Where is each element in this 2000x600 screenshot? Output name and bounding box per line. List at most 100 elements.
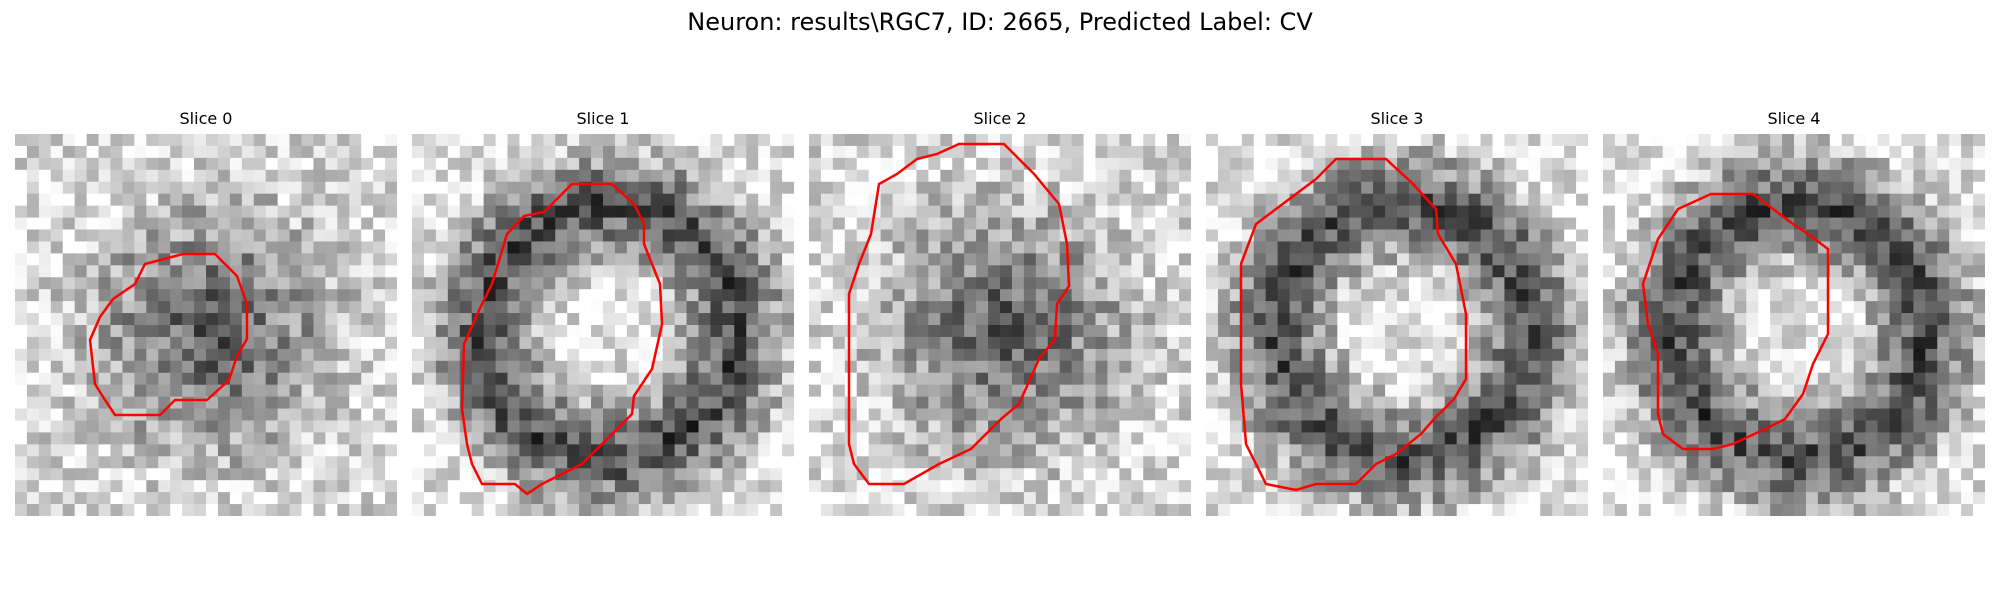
image-pixel [349,348,362,362]
image-pixel [1397,360,1410,374]
image-pixel [1155,432,1168,445]
image-pixel [1686,241,1700,254]
image-pixel [507,277,521,290]
image-pixel [1349,181,1362,195]
image-pixel [229,504,243,516]
image-pixel [1059,396,1073,410]
image-pixel [1095,145,1109,159]
image-pixel [1059,444,1073,457]
image-pixel [1480,134,1494,147]
image-pixel [591,301,604,314]
image-pixel [1540,325,1553,338]
image-pixel [459,193,473,207]
image-pixel [385,336,397,350]
image-pixel [1217,456,1231,469]
image-pixel [638,396,652,410]
image-pixel [758,420,771,434]
image-pixel [1853,217,1867,231]
image-pixel [194,408,207,422]
image-pixel [1035,480,1049,493]
image-pixel [495,468,509,481]
image-pixel [495,372,509,386]
image-pixel [373,193,386,207]
image-pixel [1444,420,1458,434]
image-pixel [1480,217,1494,231]
image-pixel [26,456,40,469]
image-pixel [734,145,747,159]
image-pixel [373,325,386,338]
image-pixel [662,145,676,159]
image-pixel [1564,313,1577,326]
image-pixel [62,384,76,398]
image-pixel [1289,229,1303,243]
image-pixel [698,325,712,338]
image-pixel [1047,325,1061,338]
image-pixel [782,169,794,183]
image-pixel [134,145,147,159]
image-pixel [146,360,159,374]
image-pixel [1325,432,1338,445]
image-pixel [507,396,521,410]
image-pixel [856,372,870,386]
image-pixel [1337,325,1350,338]
image-pixel [1865,193,1879,207]
image-pixel [567,193,580,207]
image-pixel [26,301,40,314]
image-pixel [38,468,52,481]
image-pixel [313,432,326,445]
image-pixel [1746,169,1759,183]
image-pixel [519,456,532,469]
image-pixel [555,265,568,278]
image-pixel [1083,217,1097,231]
image-pixel [1373,492,1386,505]
image-pixel [1337,504,1350,516]
image-pixel [1710,205,1723,219]
image-pixel [856,193,870,207]
image-pixel [1468,169,1482,183]
image-pixel [1576,157,1588,171]
image-pixel [241,372,255,386]
image-pixel [158,468,171,481]
image-pixel [277,289,291,302]
image-pixel [158,504,171,516]
image-pixel [1901,325,1914,338]
image-pixel [1468,456,1482,469]
image-pixel [1480,325,1494,338]
image-pixel [904,432,918,445]
image-pixel [1603,348,1616,362]
image-pixel [1241,492,1255,505]
image-pixel [916,181,929,195]
image-pixel [1746,444,1759,457]
image-pixel [313,313,326,326]
image-pixel [1540,277,1553,290]
image-pixel [1083,408,1097,422]
image-pixel [734,289,747,302]
image-pixel [1865,181,1879,195]
image-pixel [1408,169,1422,183]
image-pixel [1143,265,1156,278]
image-pixel [1131,384,1144,398]
image-pixel [531,384,544,398]
image-pixel [361,277,374,290]
image-pixel [519,217,532,231]
image-pixel [614,336,628,350]
image-pixel [26,408,40,422]
image-pixel [964,157,977,171]
image-pixel [543,492,556,505]
image-pixel [1638,169,1652,183]
image-pixel [1492,432,1506,445]
image-pixel [1722,277,1735,290]
image-pixel [1420,456,1434,469]
image-pixel [638,432,652,445]
image-pixel [940,205,953,219]
image-pixel [182,289,195,302]
image-pixel [1420,444,1434,457]
image-pixel [483,444,497,457]
image-pixel [928,134,941,147]
image-pixel [289,420,303,434]
image-pixel [1337,468,1350,481]
image-pixel [1444,313,1458,326]
image-pixel [892,360,906,374]
image-pixel [868,325,882,338]
image-pixel [662,372,676,386]
